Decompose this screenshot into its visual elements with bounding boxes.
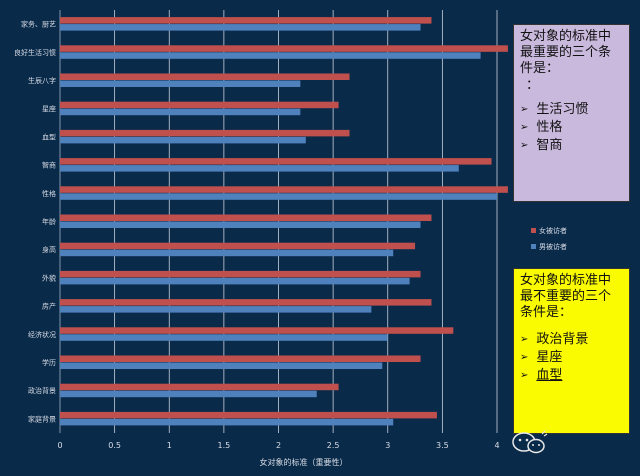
female-bar bbox=[60, 299, 432, 306]
legend-label: 男被访者 bbox=[539, 242, 567, 251]
category-label: 性格 bbox=[42, 189, 56, 198]
arrow-bullet-icon: ➢ bbox=[520, 122, 529, 133]
category-label: 家务、厨艺 bbox=[21, 20, 56, 29]
wechat-icon bbox=[512, 430, 548, 454]
female-bar bbox=[60, 73, 350, 80]
female-bar bbox=[60, 411, 437, 419]
female-bar bbox=[60, 186, 508, 193]
male-bar bbox=[60, 52, 481, 59]
legend-swatch bbox=[531, 228, 536, 233]
x-tick-label: 1.5 bbox=[218, 441, 231, 450]
list-item-label: 政治背景 bbox=[536, 332, 589, 347]
category-label: 血型 bbox=[42, 132, 56, 141]
list-item-label: 星座 bbox=[536, 350, 563, 365]
x-tick-label: 1 bbox=[167, 441, 172, 450]
category-label: 家庭背景 bbox=[28, 414, 56, 423]
female-bar bbox=[60, 270, 421, 278]
x-axis-title: 女对象的标准（重要性） bbox=[260, 457, 348, 467]
list-item-label: 性格 bbox=[536, 120, 563, 135]
category-label: 政治背景 bbox=[28, 386, 56, 395]
male-bar bbox=[60, 24, 421, 31]
male-bar bbox=[60, 362, 383, 369]
male-bar bbox=[60, 221, 421, 228]
category-label: 经济状况 bbox=[28, 330, 56, 339]
male-bar bbox=[60, 306, 372, 313]
female-bar bbox=[60, 45, 508, 52]
female-bar bbox=[60, 101, 339, 109]
arrow-bullet-icon: ➢ bbox=[520, 370, 529, 381]
category-label: 生辰八字 bbox=[28, 76, 56, 85]
most-important-subtitle: ： bbox=[526, 78, 540, 93]
x-tick-label: 3.5 bbox=[436, 441, 449, 450]
list-item: ➢ 智商 bbox=[520, 137, 623, 155]
male-bar bbox=[60, 80, 301, 87]
arrow-bullet-icon: ➢ bbox=[520, 104, 529, 115]
least-important-panel: 女对象的标准中最不重要的三个条件是： ➢ 政治背景 ➢ 星座 ➢ 血型 bbox=[513, 268, 630, 434]
female-bar bbox=[60, 214, 432, 221]
male-bar bbox=[60, 193, 497, 200]
female-bar bbox=[60, 129, 350, 137]
arrow-bullet-icon: ➢ bbox=[520, 140, 529, 151]
list-item: ➢ 政治背景 bbox=[520, 331, 623, 349]
list-item: ➢ 生活习惯 bbox=[520, 101, 623, 119]
female-bar bbox=[60, 242, 416, 250]
category-label: 身高 bbox=[42, 245, 56, 254]
male-bar bbox=[60, 277, 410, 285]
female-bar bbox=[60, 158, 492, 165]
category-label: 学历 bbox=[42, 358, 56, 367]
x-tick-label: 3 bbox=[385, 441, 390, 450]
category-label: 良好生活习惯 bbox=[14, 48, 56, 57]
least-important-title: 女对象的标准中最不重要的三个条件是： bbox=[520, 273, 612, 320]
bars bbox=[60, 17, 508, 426]
x-tick-label: 4 bbox=[494, 441, 499, 450]
arrow-bullet-icon: ➢ bbox=[520, 334, 529, 345]
most-important-panel: 女对象的标准中最重要的三个条件是： ： ➢ 生活习惯 ➢ 性格 ➢ 智商 bbox=[513, 24, 630, 202]
male-bar bbox=[60, 418, 394, 426]
list-item: ➢ 血型 bbox=[520, 367, 623, 385]
female-bar bbox=[60, 355, 421, 362]
male-bar bbox=[60, 108, 301, 116]
list-item: ➢ 星座 bbox=[520, 349, 623, 367]
x-tick-label: 2 bbox=[276, 441, 281, 450]
least-important-list: ➢ 政治背景 ➢ 星座 ➢ 血型 bbox=[520, 331, 623, 385]
most-important-title: 女对象的标准中最重要的三个条件是： bbox=[520, 29, 612, 76]
male-bar bbox=[60, 390, 317, 398]
legend-label: 女被访者 bbox=[539, 226, 567, 235]
category-label: 房产 bbox=[42, 302, 56, 311]
male-bar bbox=[60, 334, 388, 341]
legend-swatch bbox=[531, 244, 536, 249]
category-label: 年龄 bbox=[42, 217, 56, 226]
list-item-label: 生活习惯 bbox=[536, 102, 589, 117]
male-bar bbox=[60, 165, 459, 172]
arrow-bullet-icon: ➢ bbox=[520, 352, 529, 363]
category-label: 智商 bbox=[42, 161, 56, 170]
list-item: ➢ 性格 bbox=[520, 119, 623, 137]
category-label: 星座 bbox=[42, 104, 56, 113]
x-tick-labels: 0 0.5 1 1.5 2 2.5 3 3.5 4 bbox=[57, 441, 499, 450]
x-tick-label: 0 bbox=[57, 441, 62, 450]
list-item-label: 血型 bbox=[536, 368, 563, 383]
category-labels: 家务、厨艺良好生活习惯生辰八字星座血型智商性格年龄身高外貌房产经济状况学历政治背… bbox=[14, 20, 56, 424]
category-label: 外貌 bbox=[42, 273, 56, 282]
x-tick-label: 0.5 bbox=[108, 441, 121, 450]
male-bar bbox=[60, 249, 394, 257]
female-bar bbox=[60, 17, 432, 24]
male-bar bbox=[60, 136, 306, 144]
list-item-label: 智商 bbox=[536, 138, 563, 153]
female-bar bbox=[60, 383, 339, 391]
x-tick-label: 2.5 bbox=[327, 441, 340, 450]
most-important-list: ➢ 生活习惯 ➢ 性格 ➢ 智商 bbox=[520, 101, 623, 155]
female-bar bbox=[60, 327, 454, 334]
